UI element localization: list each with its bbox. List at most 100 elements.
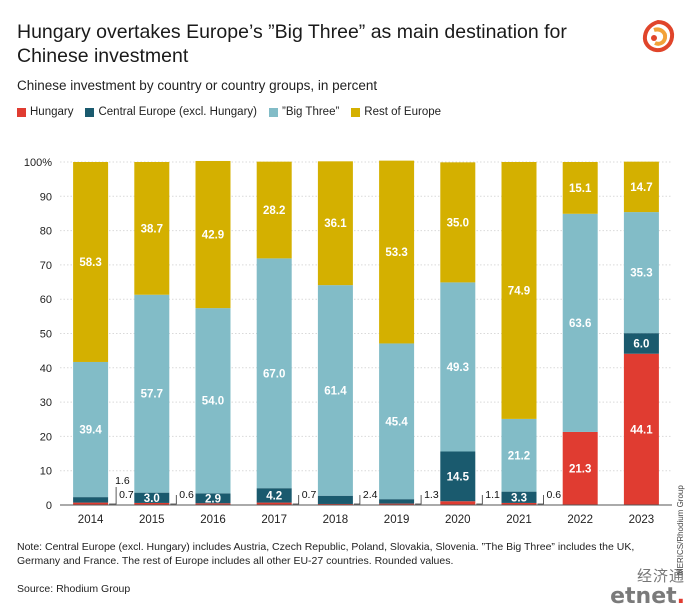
bar-segment	[623, 333, 659, 354]
x-tick-label: 2018	[323, 514, 349, 526]
y-tick-label: 90	[40, 191, 52, 203]
bar-segment	[73, 497, 109, 503]
bar-segment	[256, 502, 292, 505]
callout-leader	[353, 495, 361, 505]
bar-segment	[73, 162, 109, 362]
y-tick-label: 20	[40, 431, 52, 443]
watermark-en-accent: .	[676, 584, 685, 609]
bar-value-label: 2.9	[205, 493, 221, 505]
bar-segment	[195, 493, 231, 504]
bar-segment	[562, 431, 598, 505]
bar-segment	[501, 491, 537, 503]
bar-value-label: 14.7	[630, 182, 652, 194]
legend-item-central-europe: Central Europe (excl. Hungary)	[85, 106, 257, 118]
callout-leader	[292, 495, 300, 505]
x-tick-label: 2014	[78, 514, 104, 526]
y-tick-label: 40	[40, 363, 52, 375]
bar-value-label: 42.9	[202, 230, 224, 242]
bar-value-label: 14.5	[447, 471, 470, 483]
legend-swatch	[268, 107, 278, 117]
x-tick-label: 2022	[567, 514, 593, 526]
callout-leader	[109, 487, 117, 505]
bar-value-label: 21.3	[569, 463, 591, 475]
callout-label: 0.7	[302, 489, 317, 501]
bar-value-label: 61.4	[324, 385, 347, 397]
bar-segment	[317, 503, 353, 505]
y-tick-label: 10	[40, 466, 52, 478]
bar-segment	[562, 213, 598, 432]
stacked-bar-chart: 0 10 20 30 40 50 60 70 80 90 100% 39.4 58.3 2014 3.0 57…	[24, 157, 672, 526]
bar-segment	[134, 492, 170, 503]
x-tick-label: 2021	[506, 514, 532, 526]
callout-label: 0.6	[547, 489, 562, 501]
brand-logo	[642, 19, 675, 53]
x-tick-label: 2019	[384, 514, 410, 526]
bar-value-label: 15.1	[569, 183, 592, 195]
bar-value-label: 74.9	[508, 285, 530, 297]
bar-segment	[256, 161, 292, 259]
bar-segment	[440, 451, 476, 502]
bar-value-label: 57.7	[141, 389, 163, 401]
bar-value-label: 49.3	[447, 362, 469, 374]
legend-item-rest-of-europe: Rest of Europe	[351, 106, 441, 118]
y-tick-label: 0	[46, 500, 52, 512]
y-tick-label: 50	[40, 329, 52, 341]
bar-segment	[501, 162, 537, 419]
bar-segment	[317, 285, 353, 496]
bar-value-label: 67.0	[263, 368, 285, 380]
bar-value-label: 38.7	[141, 223, 163, 235]
callout-leader	[170, 495, 177, 505]
bar-segment	[379, 499, 415, 504]
chart-subtitle: Chinese investment by country or country…	[17, 78, 378, 93]
callout-label: 0.7	[119, 489, 134, 501]
bar-value-label: 45.4	[385, 416, 408, 428]
bar-segment	[256, 488, 292, 503]
y-tick-label: 30	[40, 397, 52, 409]
bar-segment	[134, 502, 170, 505]
chart-title: Hungary overtakes Europe’s ”Big Three” a…	[17, 21, 567, 67]
legend-label: Central Europe (excl. Hungary)	[98, 106, 257, 118]
legend-label: Rest of Europe	[364, 106, 442, 118]
chart-source: Source: Rhodium Group	[17, 583, 131, 595]
etnet-watermark: 经济通 etnet.	[600, 565, 685, 608]
callout-label: 1.6	[115, 475, 130, 487]
callout-label: 1.3	[424, 489, 439, 501]
bar-segment	[195, 503, 231, 505]
bar-value-label: 36.1	[324, 218, 347, 230]
bar-value-label: 21.2	[508, 450, 530, 462]
legend-item-hungary: Hungary	[17, 106, 73, 118]
bar-segment	[623, 212, 659, 334]
bar-segment	[440, 162, 476, 283]
bar-value-label: 58.3	[79, 257, 101, 269]
bar-segment	[440, 501, 476, 505]
legend: Hungary Central Europe (excl. Hungary) ”…	[17, 106, 441, 118]
legend-label: ”Big Three”	[281, 106, 340, 118]
bar-value-label: 35.0	[447, 217, 469, 229]
watermark-en: etnet.	[600, 586, 685, 608]
bar-segment	[562, 162, 598, 214]
callout-label: 1.1	[485, 489, 500, 501]
callout-leader	[415, 495, 422, 505]
bar-segment	[379, 160, 415, 344]
y-tick-label: 70	[40, 260, 52, 272]
x-tick-label: 2017	[261, 514, 287, 526]
bar-segment	[134, 162, 170, 295]
chart-note: Note: Central Europe (excl. Hungary) inc…	[17, 541, 635, 567]
bar-segment	[501, 502, 537, 505]
x-tick-label: 2016	[200, 514, 226, 526]
callout-leader	[537, 495, 544, 505]
y-tick-label: 100%	[24, 157, 52, 169]
bar-segment	[256, 258, 292, 489]
bar-segment	[501, 418, 537, 492]
bar-value-label: 4.2	[266, 490, 282, 502]
bar-value-label: 28.2	[263, 205, 285, 217]
callout-leader	[476, 495, 483, 505]
bar-segment	[623, 353, 659, 505]
legend-swatch	[17, 107, 26, 117]
callout-label: 2.4	[363, 489, 378, 501]
bar-segment	[195, 308, 231, 494]
x-tick-label: 2020	[445, 514, 471, 526]
bar-segment	[623, 161, 659, 213]
bar-segment	[134, 294, 170, 493]
y-tick-label: 60	[40, 294, 52, 306]
